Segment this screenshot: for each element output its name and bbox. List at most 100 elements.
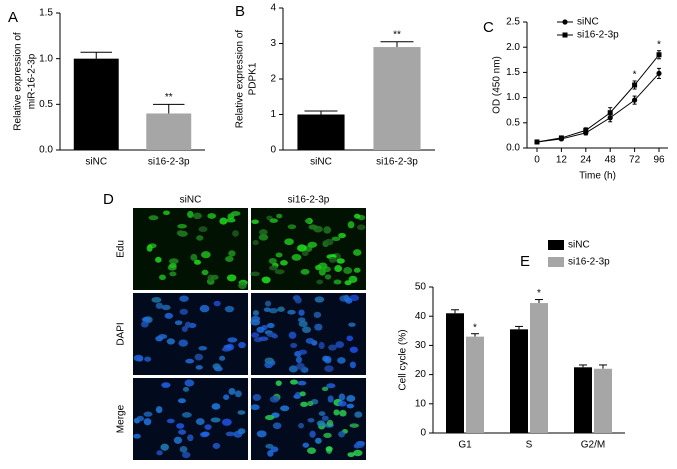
nucleus <box>225 431 235 437</box>
nucleus <box>140 321 149 328</box>
nucleus <box>227 337 238 343</box>
annotation: ** <box>393 29 401 40</box>
series-line <box>536 73 660 143</box>
nucleus <box>276 213 283 219</box>
nucleus <box>151 296 162 303</box>
y-tick-label: 3 <box>270 38 276 49</box>
nucleus <box>325 446 333 452</box>
nucleus <box>267 449 274 457</box>
panel-letter: C <box>483 19 494 36</box>
micrograph <box>250 208 366 290</box>
nucleus <box>166 338 175 345</box>
nucleus <box>176 230 185 236</box>
marker <box>632 82 638 88</box>
nucleus <box>338 393 346 401</box>
row-label: Merge <box>116 404 127 433</box>
y-tick-label: 1.0 <box>39 53 53 64</box>
x-tick-label: G1 <box>458 440 472 451</box>
nucleus <box>187 434 194 442</box>
nucleus <box>136 415 145 422</box>
nucleus <box>305 337 315 344</box>
nucleus <box>309 430 316 438</box>
nucleus <box>192 212 202 220</box>
nucleus <box>337 357 346 364</box>
legend-label: si16-2-3p <box>577 30 619 41</box>
nucleus <box>347 452 355 458</box>
x-tick-label: si16-2-3p <box>148 157 190 168</box>
nucleus <box>298 349 308 355</box>
nucleus <box>302 442 310 448</box>
nucleus <box>266 322 275 329</box>
y-tick-label: 20 <box>415 369 427 380</box>
nucleus <box>195 418 205 426</box>
nucleus <box>346 335 354 342</box>
nucleus <box>195 365 203 370</box>
nucleus <box>252 394 262 401</box>
nucleus <box>184 379 195 387</box>
nucleus <box>164 312 174 319</box>
y-tick-label: 1.5 <box>506 67 520 78</box>
nucleus <box>219 217 228 225</box>
nucleus <box>211 403 221 410</box>
nucleus <box>224 305 235 313</box>
nucleus <box>264 415 275 421</box>
nucleus <box>346 403 355 409</box>
micrograph <box>133 293 248 375</box>
nucleus <box>315 264 322 271</box>
nucleus <box>226 217 236 223</box>
nucleus <box>187 210 194 219</box>
y-tick-label: 0.0 <box>39 145 53 156</box>
nucleus <box>304 218 312 224</box>
micrograph <box>250 293 366 375</box>
nucleus <box>211 274 219 280</box>
bar <box>446 313 464 433</box>
nucleus <box>176 423 185 429</box>
nucleus <box>238 282 247 290</box>
nucleus <box>213 300 221 307</box>
nucleus <box>141 316 151 323</box>
nucleus <box>324 274 332 280</box>
nucleus <box>194 353 204 361</box>
annotation: * <box>537 288 541 299</box>
x-tick-label: 0 <box>534 155 540 166</box>
nucleus <box>234 390 242 398</box>
y-tick-label: 1 <box>270 109 276 120</box>
nucleus <box>155 406 163 414</box>
nucleus <box>298 422 305 429</box>
legend-marker <box>562 32 568 38</box>
nucleus <box>160 443 169 451</box>
marker <box>632 97 638 103</box>
nucleus <box>345 297 353 304</box>
nucleus <box>353 249 362 256</box>
nucleus <box>238 341 246 349</box>
nucleus <box>324 238 334 246</box>
nucleus <box>299 391 306 397</box>
nucleus <box>297 380 307 386</box>
nucleus <box>334 265 343 273</box>
nucleus <box>322 355 329 362</box>
nucleus <box>174 320 183 326</box>
nucleus <box>168 258 179 265</box>
nucleus <box>338 431 346 438</box>
legend-swatch <box>548 257 564 267</box>
nucleus <box>284 238 294 246</box>
y-tick-label: 2 <box>270 74 276 85</box>
nucleus <box>307 417 315 423</box>
annotation: * <box>657 39 661 50</box>
nucleus <box>307 447 317 454</box>
nucleus <box>314 323 323 331</box>
nucleus <box>316 279 324 285</box>
nucleus <box>193 259 202 265</box>
nucleus <box>250 271 260 277</box>
nucleus <box>336 258 345 264</box>
nucleus <box>264 300 272 307</box>
y-axis-label: miR-16-2-3p <box>27 53 38 109</box>
nucleus <box>178 339 189 347</box>
nucleus <box>204 424 212 430</box>
nucleus <box>143 411 153 417</box>
nucleus <box>190 253 198 261</box>
nucleus <box>295 356 303 364</box>
nucleus <box>155 256 162 263</box>
nucleus <box>166 418 175 424</box>
bar <box>530 303 548 433</box>
